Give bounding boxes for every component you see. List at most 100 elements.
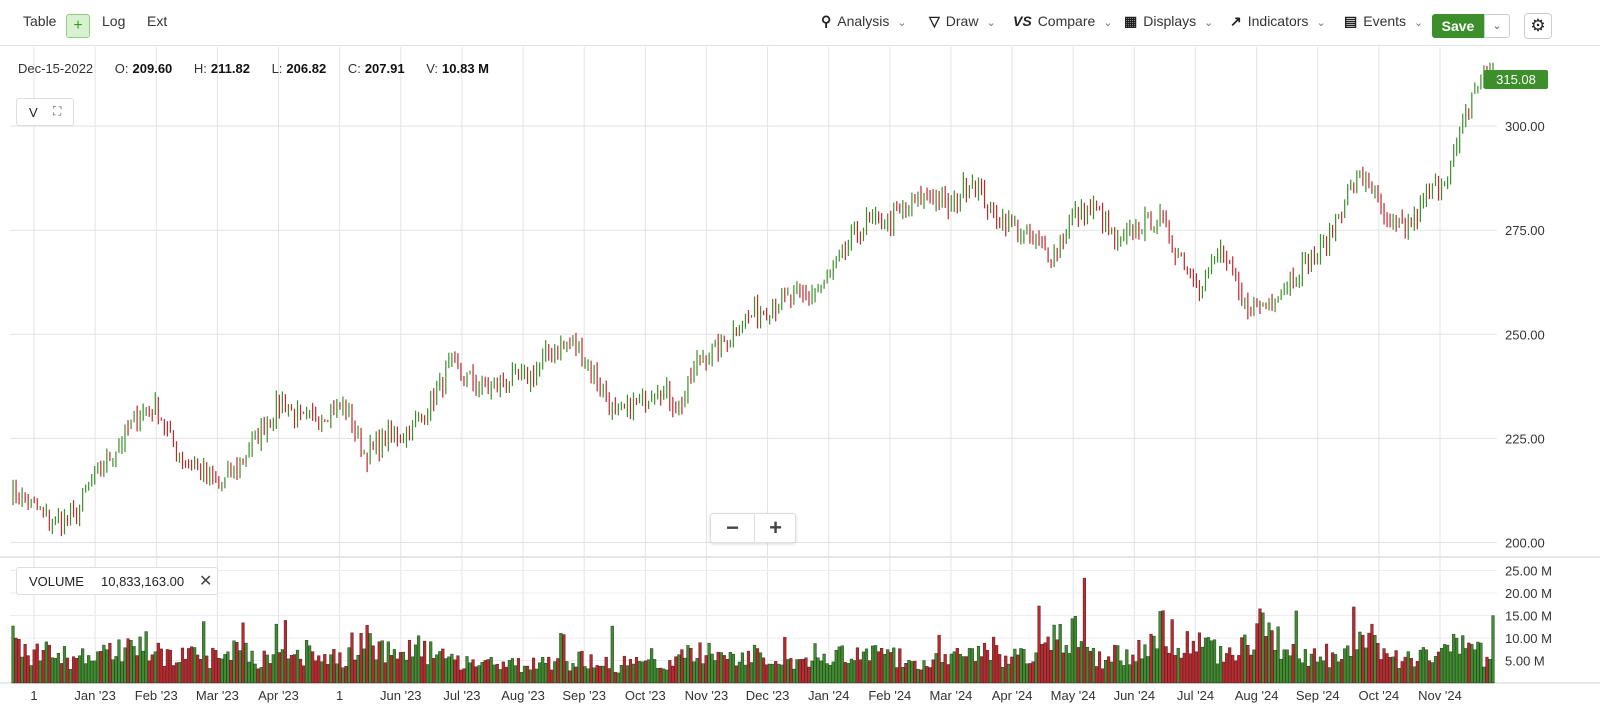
volume-bar — [84, 663, 88, 684]
volume-bar — [438, 651, 442, 684]
volume-bar — [1370, 623, 1374, 684]
volume-bar — [238, 650, 242, 684]
volume-bar — [816, 657, 820, 684]
volume-bar — [383, 662, 387, 684]
volume-bar — [680, 649, 684, 684]
v-label: V — [29, 105, 38, 120]
volume-bar — [229, 659, 233, 684]
volume-bar — [111, 659, 115, 684]
price-chart[interactable]: 200.00 225.00 250.00 275.00 300.00 5.00 M 10.… — [0, 47, 1600, 727]
volume-bar — [235, 642, 239, 684]
volume-bar — [295, 649, 300, 684]
indicators-menu[interactable]: ↗ Indicators ⌄ — [1230, 13, 1326, 30]
volume-bar — [395, 658, 399, 684]
volume-bar — [973, 661, 978, 684]
volume-bar — [353, 659, 357, 684]
log-scale-button[interactable]: Log — [102, 13, 125, 29]
volume-bar — [1194, 651, 1198, 684]
volume-bar — [622, 655, 626, 684]
volume-bar — [196, 654, 200, 684]
volume-bar — [1373, 635, 1377, 684]
volume-bar — [462, 668, 466, 684]
compare-menu[interactable]: VS Compare ⌄ — [1013, 13, 1113, 29]
volume-bar — [398, 652, 402, 684]
volume-bar — [78, 655, 82, 684]
volume-bar — [1079, 641, 1083, 684]
volume-bar — [1430, 662, 1435, 684]
volume-bar — [904, 663, 908, 684]
time-tick-label: Sep '24 — [1296, 688, 1340, 703]
volume-bar — [1358, 631, 1362, 684]
volume-bar — [474, 666, 478, 684]
high-label: H: — [193, 61, 207, 76]
zoom-in-button[interactable]: + — [754, 514, 797, 542]
volume-bar — [768, 663, 772, 684]
overlay-toggle[interactable]: V ⛶ — [16, 98, 74, 126]
volume-bar — [1355, 649, 1359, 684]
volume-bar — [755, 648, 760, 684]
volume-bar — [1173, 655, 1177, 684]
volume-bar — [662, 668, 666, 684]
volume-bar — [468, 662, 472, 684]
table-button[interactable]: Table — [23, 13, 56, 29]
open-value: 209.60 — [132, 61, 173, 76]
events-menu[interactable]: ▤ Events ⌄ — [1344, 13, 1423, 30]
volume-bar — [1285, 649, 1289, 684]
volume-bar — [223, 654, 227, 684]
volume-bar — [1140, 658, 1144, 684]
crosshair-toggle-button[interactable]: + — [66, 14, 90, 38]
close-icon[interactable]: ✕ — [199, 573, 213, 590]
settings-button[interactable]: ⚙ — [1524, 13, 1552, 39]
volume-bar — [123, 647, 127, 684]
volume-bar — [504, 666, 508, 684]
extended-hours-button[interactable]: Ext — [147, 13, 167, 29]
volume-bar — [507, 660, 511, 684]
volume-bar — [56, 652, 60, 684]
volume-bar — [1158, 611, 1162, 684]
volume-bar — [262, 650, 266, 684]
analysis-menu[interactable]: ⚲ Analysis ⌄ — [821, 13, 907, 30]
displays-menu[interactable]: ▦ Displays ⌄ — [1124, 13, 1213, 30]
volume-bar — [65, 657, 70, 684]
volume-bar — [347, 647, 351, 684]
volume-bar — [943, 654, 947, 684]
time-tick-label: Mar '24 — [929, 688, 972, 703]
volume-bar — [35, 643, 39, 684]
fullscreen-icon[interactable]: ⛶ — [53, 104, 62, 118]
volume-bar — [695, 658, 699, 684]
draw-menu[interactable]: ▽ Draw ⌄ — [929, 13, 996, 30]
volume-bar — [1427, 660, 1432, 684]
zoom-out-button[interactable]: − — [711, 514, 755, 542]
volume-bar — [1131, 654, 1135, 684]
volume-bar — [858, 659, 863, 684]
volume-bar — [759, 652, 763, 684]
save-button[interactable]: Save — [1432, 14, 1484, 38]
volume-bar — [1219, 646, 1223, 684]
volume-bar — [946, 664, 950, 684]
volume-bar — [1273, 650, 1277, 684]
volume-label: V: — [426, 61, 439, 76]
volume-bar — [159, 648, 163, 684]
volume-bar — [1261, 612, 1265, 684]
volume-bar — [1300, 662, 1304, 684]
volume-bar — [525, 665, 530, 684]
volume-bar — [1385, 653, 1389, 684]
volume-bar — [1337, 661, 1341, 684]
price-tick-label: 250.00 — [1505, 327, 1545, 342]
events-label: Events — [1363, 13, 1407, 29]
volume-bar — [849, 658, 853, 684]
volume-bar — [586, 668, 590, 684]
volume-bar — [516, 658, 521, 684]
volume-bar — [1209, 640, 1214, 684]
volume-bar — [286, 658, 291, 684]
time-tick-label: Jun '23 — [380, 688, 422, 703]
volume-bar — [1037, 605, 1041, 684]
volume-bar — [1119, 660, 1123, 684]
volume-bar — [1052, 624, 1056, 684]
volume-bar — [386, 641, 390, 684]
chevron-down-icon: ⌄ — [1316, 17, 1326, 29]
save-options-dropdown[interactable]: ⌄ — [1484, 14, 1510, 38]
volume-bar — [1352, 606, 1356, 684]
table-label: Table — [23, 13, 57, 29]
volume-bar — [1415, 661, 1419, 684]
